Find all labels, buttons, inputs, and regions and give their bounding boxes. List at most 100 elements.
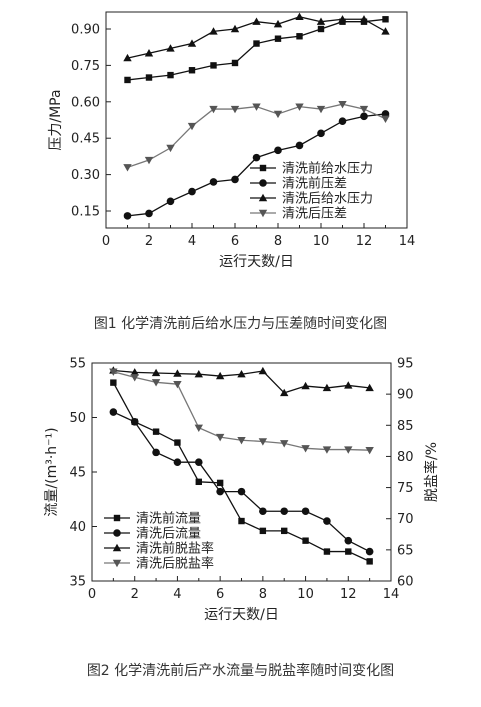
data-point (252, 17, 261, 25)
y2-tick-label: 70 (397, 512, 414, 527)
y-tick-label: 0.15 (71, 205, 100, 220)
data-point (316, 105, 326, 114)
x-tick-label: 10 (313, 234, 330, 249)
data-point (280, 440, 289, 448)
data-point (123, 164, 132, 172)
legend-entry: 清洗后压差 (282, 207, 347, 222)
data-point (231, 175, 239, 184)
data-point (174, 439, 181, 446)
data-point (237, 487, 246, 496)
y-tick-label: 0.45 (71, 132, 100, 147)
legend-entry: 清洗后脱盐率 (136, 556, 214, 572)
data-point (295, 141, 304, 150)
data-point (344, 536, 353, 545)
data-point (110, 379, 117, 386)
x-axis-title: 运行天数/日 (204, 607, 279, 623)
y2-tick-label: 65 (397, 543, 414, 558)
y-axis-title: 压力/MPa (48, 89, 64, 150)
legend-entry: 清洗前给水压力 (282, 161, 373, 177)
data-point (166, 144, 175, 153)
legend-marker (113, 529, 121, 537)
data-point (187, 122, 197, 131)
y-tick-label: 0.30 (71, 168, 100, 183)
data-point (274, 35, 282, 42)
y2-tick-label: 75 (397, 481, 414, 496)
data-point (109, 408, 118, 416)
data-point (365, 447, 374, 455)
data-point (360, 112, 368, 121)
data-point (188, 67, 196, 74)
y-tick-label: 0.90 (71, 22, 100, 37)
data-point (366, 558, 373, 565)
data-point (210, 62, 217, 69)
y2-tick-label: 95 (397, 357, 414, 372)
data-point (209, 27, 218, 35)
x-tick-label: 2 (131, 587, 139, 602)
y-tick-label: 50 (69, 411, 86, 426)
x-tick-label: 14 (399, 234, 416, 249)
x-tick-label: 12 (356, 234, 373, 249)
series-3 (123, 12, 390, 62)
data-point (281, 527, 288, 535)
legend-entry: 清洗后流量 (136, 527, 201, 542)
data-point (323, 517, 331, 525)
data-point (124, 76, 131, 84)
y-tick-label: 40 (69, 520, 86, 535)
chart-flow-desalination: 0 2 4 6 8 10 12 14 35 40 45 50 55 60 65 70 75 80 85 90 95 运行天… (44, 357, 440, 624)
data-point (317, 129, 325, 138)
legend-marker (259, 164, 267, 172)
x-tick-label: 4 (173, 587, 181, 602)
data-point (194, 458, 203, 466)
data-point (365, 383, 374, 392)
legend-marker (258, 193, 268, 202)
series-2 (109, 408, 374, 556)
data-point (231, 59, 239, 67)
data-point (345, 548, 352, 555)
data-point (151, 379, 161, 387)
data-point (344, 446, 353, 454)
data-point (187, 39, 197, 47)
data-point (274, 146, 282, 155)
data-point (273, 19, 283, 28)
data-point (237, 437, 246, 445)
data-point (230, 24, 240, 33)
series-4 (109, 368, 374, 455)
data-point (188, 187, 196, 196)
x-tick-label: 4 (188, 234, 196, 249)
data-point (344, 381, 353, 389)
data-point (273, 110, 283, 119)
data-point (259, 507, 267, 516)
y-tick-label: 35 (69, 575, 86, 590)
x-tick-label: 2 (145, 234, 153, 249)
data-point (215, 371, 225, 380)
data-point (130, 374, 139, 382)
figure-2-caption: 图2 化学清洗前后产水流量与脱盐率随时间变化图 (86, 663, 395, 679)
y-tick-label: 0.75 (71, 59, 100, 74)
x-tick-label: 8 (259, 587, 267, 602)
legend-entry: 清洗前流量 (136, 511, 201, 527)
y-axis-title: 流量/(m³·h⁻¹) (44, 427, 60, 516)
legend-marker (113, 514, 121, 522)
data-point (216, 487, 224, 496)
data-point (301, 507, 310, 516)
figure-2: 0 2 4 6 8 10 12 14 35 40 45 50 55 60 65 70 75 80 85 90 95 运行天… (0, 345, 481, 645)
data-point (258, 366, 268, 375)
data-point (173, 369, 182, 377)
data-point (216, 479, 224, 487)
data-point (253, 40, 260, 47)
data-point (209, 178, 218, 186)
data-point (338, 15, 347, 23)
legend-entry: 清洗后给水压力 (282, 192, 373, 207)
data-point (230, 105, 240, 114)
y-tick-label: 45 (69, 466, 86, 481)
legend-marker (112, 559, 122, 568)
data-point (215, 433, 225, 442)
data-point (317, 25, 325, 33)
x-tick-label: 0 (88, 587, 96, 602)
data-point (195, 478, 202, 486)
data-point (109, 368, 118, 376)
data-point (359, 105, 369, 114)
legend-marker (112, 543, 122, 552)
